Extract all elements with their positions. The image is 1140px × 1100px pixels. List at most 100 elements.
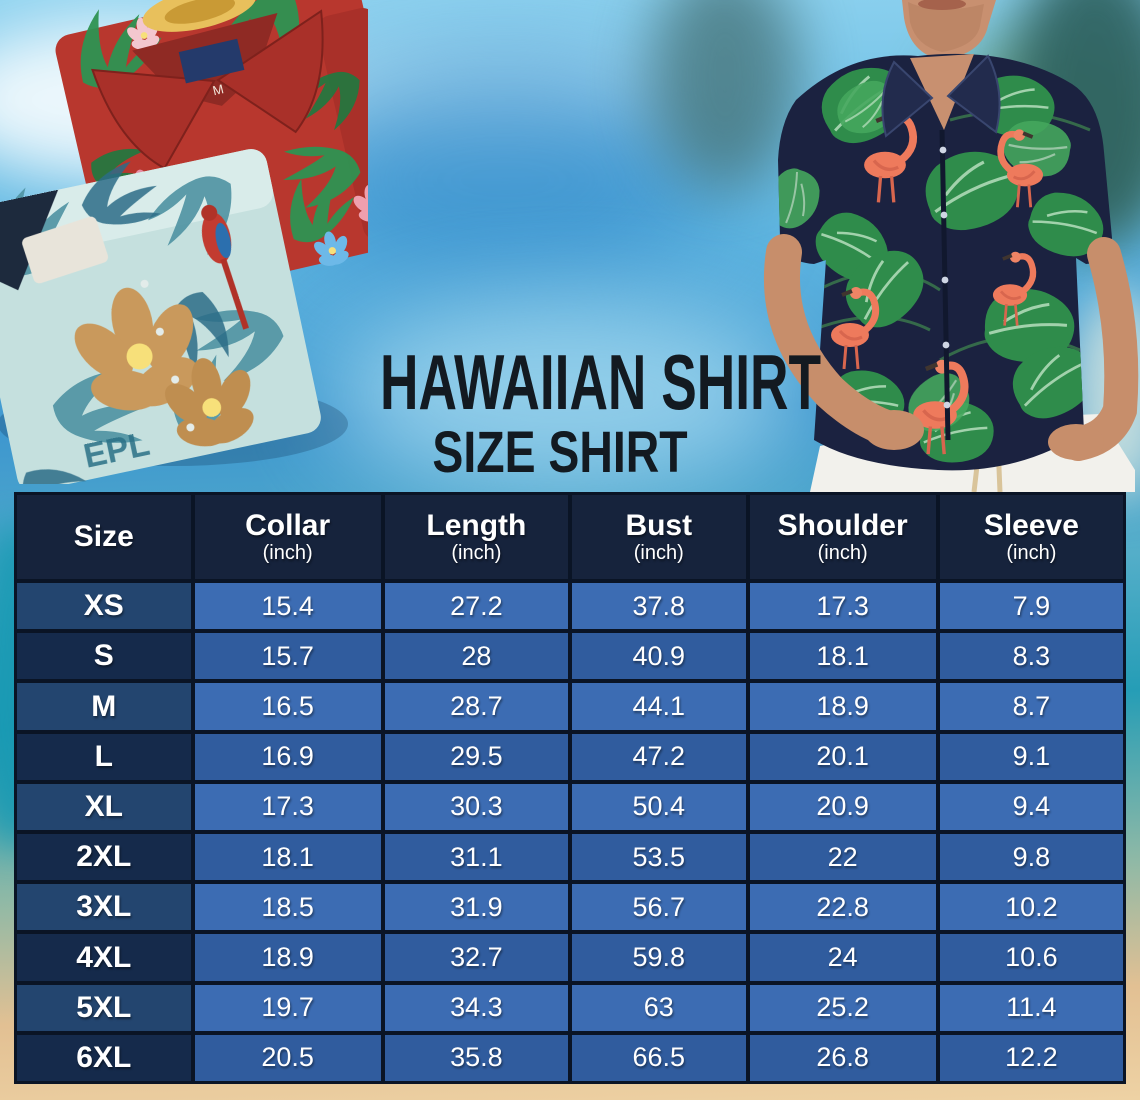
size-label-cell: M [17, 683, 191, 730]
button-placket [939, 129, 951, 441]
header-label: Sleeve [983, 508, 1079, 542]
shirt-buttons [939, 146, 951, 409]
left-hand [864, 410, 924, 450]
value-cell: 50.4 [572, 783, 746, 831]
value-cell: 18.9 [194, 934, 381, 981]
value-cell: 7.9 [939, 583, 1123, 630]
headline-block: HAWAIIAN SHIRT SIZE SHIRT [310, 338, 822, 485]
size-label-cell: 4XL [17, 934, 191, 981]
value-cell: 8.3 [939, 633, 1123, 680]
header-cell: Collar (inch) [194, 495, 381, 579]
table-row: 5XL 19.7 34.3 63 25.2 11.4 [17, 984, 1123, 1031]
header-unit: (inch) [817, 542, 868, 565]
table-row: M 16.5 28.7 44.1 18.9 8.7 [17, 683, 1123, 730]
table-row: L 16.9 29.5 47.2 20.1 9.1 [17, 733, 1123, 780]
page-title: HAWAIIAN SHIRT [380, 338, 822, 427]
header-label: Size [73, 520, 134, 554]
value-cell: 19.7 [194, 984, 381, 1031]
value-cell: 9.4 [939, 783, 1123, 831]
value-cell: 15.7 [194, 633, 381, 680]
table-row: 6XL 20.5 35.8 66.5 26.8 12.2 [17, 1034, 1123, 1082]
size-label-cell: XS [17, 583, 191, 630]
value-cell: 16.5 [194, 683, 381, 730]
value-cell: 15.4 [194, 583, 381, 630]
value-cell: 29.5 [384, 733, 568, 780]
value-cell: 31.9 [384, 884, 568, 931]
value-cell: 28 [384, 633, 568, 680]
value-cell: 18.9 [749, 683, 936, 730]
value-cell: 30.3 [384, 783, 568, 831]
open-collar-skin [910, 54, 974, 130]
value-cell: 24 [749, 934, 936, 981]
value-cell: 34.3 [384, 984, 568, 1031]
value-cell: 26.8 [749, 1034, 936, 1082]
header-cell: Shoulder (inch) [749, 495, 936, 579]
value-cell: 40.9 [572, 633, 746, 680]
value-cell: 18.5 [194, 884, 381, 931]
header-cell: Bust (inch) [572, 495, 746, 579]
page-subtitle: SIZE SHIRT [432, 420, 688, 485]
value-cell: 28.7 [384, 683, 568, 730]
sky-blob [330, 300, 800, 490]
collar-size-letter: M [211, 81, 225, 98]
value-cell: 8.7 [939, 683, 1123, 730]
size-label-cell: 3XL [17, 884, 191, 931]
folded-hawaiian-shirts-photo: M EPL [0, 0, 368, 484]
value-cell: 22 [749, 834, 936, 881]
value-cell: 37.8 [572, 583, 746, 630]
parrot-print [201, 204, 249, 330]
right-hand [1048, 424, 1104, 460]
value-cell: 56.7 [572, 884, 746, 931]
value-cell: 12.2 [939, 1034, 1123, 1082]
header-label: Bust [625, 508, 693, 542]
value-cell: 31.1 [384, 834, 568, 881]
value-cell: 17.3 [194, 783, 381, 831]
value-cell: 17.3 [749, 583, 936, 630]
header-label: Collar [245, 508, 331, 542]
header-label: Shoulder [777, 508, 908, 542]
blurred-palm-trunk [650, 0, 800, 190]
size-label-cell: 6XL [17, 1034, 191, 1082]
value-cell: 9.1 [939, 733, 1123, 780]
value-cell: 25.2 [749, 984, 936, 1031]
value-cell: 9.8 [939, 834, 1123, 881]
mouth [918, 0, 966, 10]
value-cell: 10.2 [939, 884, 1123, 931]
value-cell: 20.5 [194, 1034, 381, 1082]
table-row: 2XL 18.1 31.1 53.5 22 9.8 [17, 834, 1123, 881]
size-label-cell: XL [17, 783, 191, 831]
header-cell: Size [17, 495, 191, 579]
value-cell: 20.9 [749, 783, 936, 831]
value-cell: 59.8 [572, 934, 746, 981]
size-label-cell: L [17, 733, 191, 780]
table-row: 3XL 18.5 31.9 56.7 22.8 10.2 [17, 884, 1123, 931]
table-row: XL 17.3 30.3 50.4 20.9 9.4 [17, 783, 1123, 831]
table-row: 4XL 18.9 32.7 59.8 24 10.6 [17, 934, 1123, 981]
value-cell: 66.5 [572, 1034, 746, 1082]
value-cell: 10.6 [939, 934, 1123, 981]
header-unit: (inch) [451, 542, 502, 565]
value-cell: 20.1 [749, 733, 936, 780]
header-unit: (inch) [262, 542, 313, 565]
value-cell: 22.8 [749, 884, 936, 931]
value-cell: 35.8 [384, 1034, 568, 1082]
header-unit: (inch) [633, 542, 684, 565]
table-row: XS 15.4 27.2 37.8 17.3 7.9 [17, 583, 1123, 630]
collar-label [178, 38, 245, 84]
header-unit: (inch) [1006, 542, 1057, 565]
value-cell: 18.1 [194, 834, 381, 881]
teal-hawaiian-shirt: EPL [0, 149, 321, 484]
header-label: Length [426, 508, 527, 542]
value-cell: 11.4 [939, 984, 1123, 1031]
size-label-cell: 2XL [17, 834, 191, 881]
header-cell: Sleeve (inch) [939, 495, 1123, 579]
value-cell: 63 [572, 984, 746, 1031]
header-cell: Length (inch) [384, 495, 568, 579]
value-cell: 44.1 [572, 683, 746, 730]
value-cell: 53.5 [572, 834, 746, 881]
value-cell: 27.2 [384, 583, 568, 630]
value-cell: 18.1 [749, 633, 936, 680]
size-label-cell: S [17, 633, 191, 680]
left-arm [763, 234, 904, 446]
